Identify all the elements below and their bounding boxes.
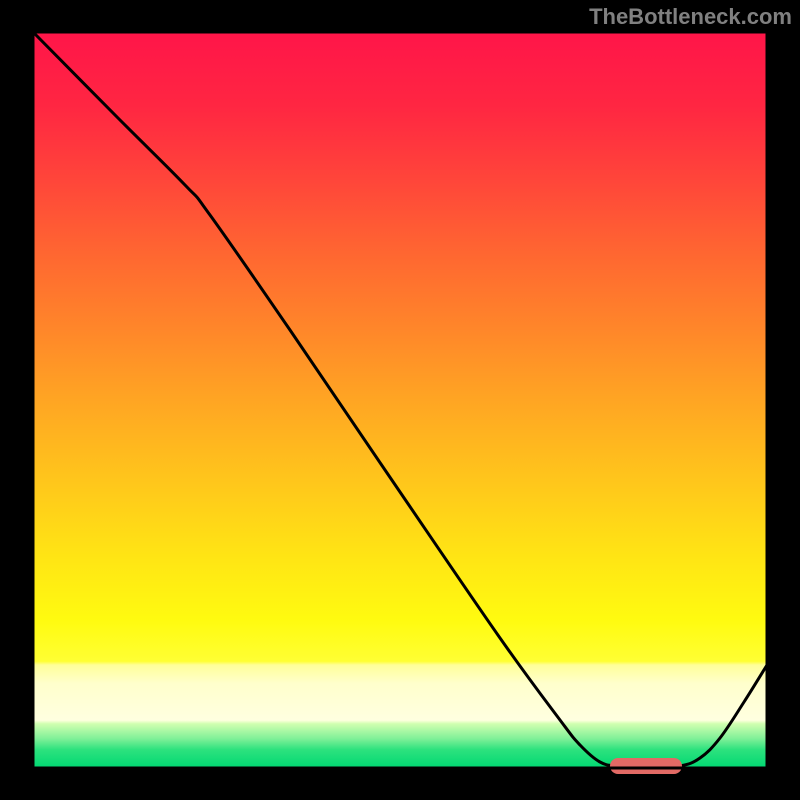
watermark-text: TheBottleneck.com: [589, 4, 792, 30]
chart-container: TheBottleneck.com: [0, 0, 800, 800]
optimal-marker: [610, 758, 682, 774]
bottleneck-chart: [0, 0, 800, 800]
